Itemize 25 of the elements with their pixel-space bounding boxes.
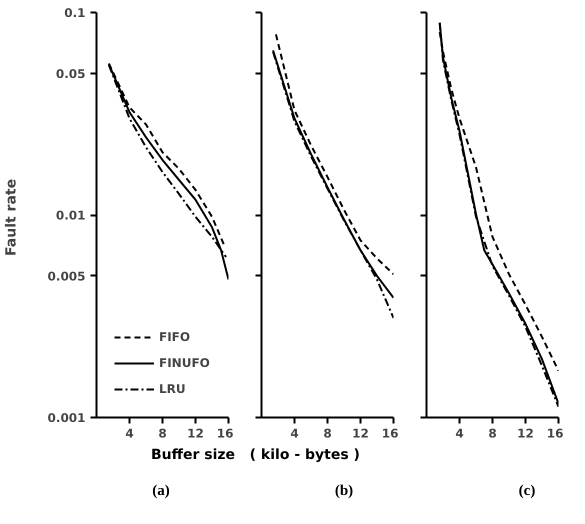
x-tick-label: 4: [455, 426, 464, 440]
y-tick-label: 0.1: [64, 6, 86, 20]
x-tick-label: 12: [352, 426, 369, 440]
x-tick-label: 8: [488, 426, 497, 440]
y-axis-title: Fault rate: [4, 178, 20, 256]
x-tick-label: 12: [517, 426, 534, 440]
text: (b): [334, 482, 354, 501]
x-tick-label: 16: [546, 426, 564, 440]
legend-label: FINUFO: [159, 356, 210, 370]
x-tick-label: 4: [125, 426, 134, 440]
text: (c): [518, 482, 536, 501]
legend-label: LRU: [159, 382, 186, 396]
x-tick-label: 8: [158, 426, 167, 440]
x-tick-label: 4: [290, 426, 299, 440]
y-tick-label: 0.005: [48, 269, 86, 284]
x-axis-title: Buffer size ( kilo - bytes ): [151, 446, 360, 465]
legend-label: FIFO: [159, 330, 190, 344]
y-tick-label: 0.05: [56, 66, 86, 81]
y-tick-label: 0.01: [56, 208, 86, 222]
y-tick-label: 0.001: [48, 411, 86, 425]
x-tick-label: 16: [216, 426, 234, 440]
text: (a): [152, 482, 170, 501]
x-tick-label: 12: [187, 426, 204, 440]
x-tick-label: 8: [323, 426, 332, 440]
x-tick-label: 16: [382, 426, 399, 440]
